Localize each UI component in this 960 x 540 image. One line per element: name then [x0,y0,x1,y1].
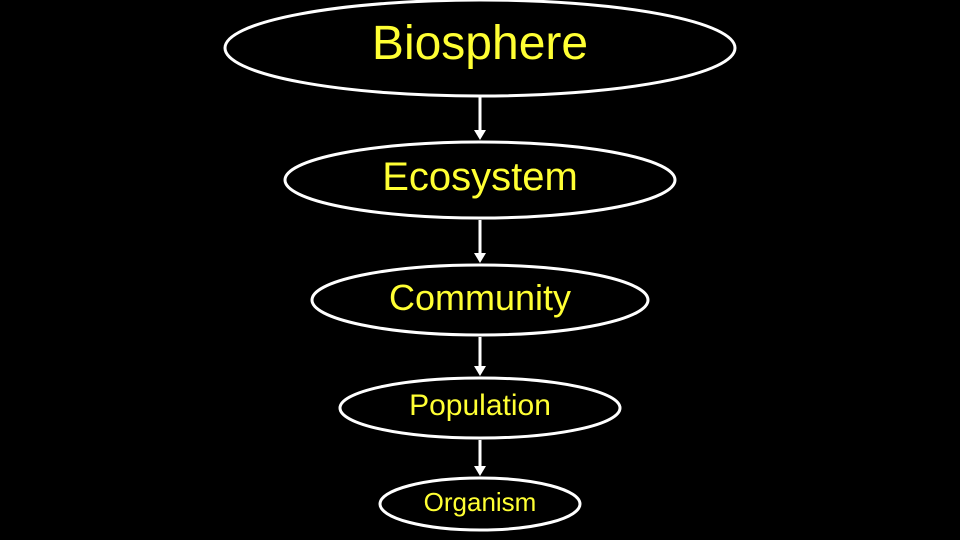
node-label-population: Population [0,389,960,422]
node-label-ecosystem: Ecosystem [0,155,960,199]
diagram-svg [0,0,960,540]
node-label-organism: Organism [0,488,960,517]
node-label-community: Community [0,278,960,318]
node-label-biosphere: Biosphere [0,18,960,71]
diagram-stage: Biosphere Ecosystem Community Population… [0,0,960,540]
